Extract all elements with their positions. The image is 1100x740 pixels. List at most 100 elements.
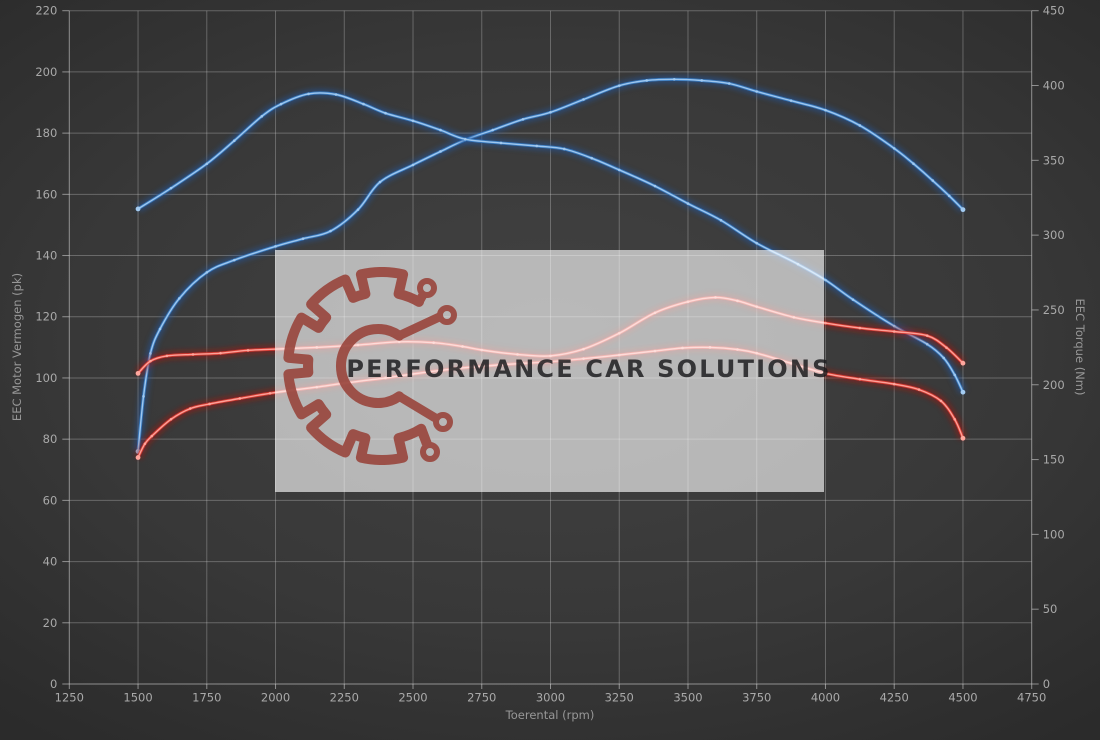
watermark-text: PERFORMANCE CAR SOLUTIONS xyxy=(346,355,831,383)
y-left-tick-label: 40 xyxy=(43,555,58,569)
circuit-node-icon xyxy=(437,305,457,325)
data-point xyxy=(824,321,827,325)
watermark: PERFORMANCE CAR SOLUTIONS xyxy=(275,250,831,492)
data-point xyxy=(960,435,966,441)
data-point xyxy=(238,397,242,400)
y-left-tick-label: 20 xyxy=(43,616,58,630)
data-point xyxy=(491,128,495,132)
data-point xyxy=(268,391,272,395)
data-point xyxy=(165,354,169,358)
data-point xyxy=(329,229,332,233)
x-tick-label: 2000 xyxy=(261,691,290,705)
circuit-node-icon xyxy=(417,278,437,298)
data-point xyxy=(411,119,415,123)
data-point xyxy=(931,179,935,182)
x-tick-label: 4250 xyxy=(880,691,909,705)
data-point xyxy=(307,92,310,96)
y-left-tick-label: 100 xyxy=(35,371,57,385)
y-left-tick-label: 200 xyxy=(35,65,57,79)
data-point xyxy=(700,79,704,82)
data-point xyxy=(439,128,442,132)
data-point xyxy=(892,324,896,328)
y-left-tick-label: 120 xyxy=(35,310,57,324)
y-left-tick-label: 140 xyxy=(35,249,57,263)
data-point xyxy=(858,326,862,330)
data-point xyxy=(150,434,154,438)
gear-outline-icon xyxy=(283,267,432,465)
data-point xyxy=(947,194,951,198)
data-point xyxy=(188,407,192,410)
data-point xyxy=(301,237,305,241)
data-point xyxy=(521,118,525,121)
y-right-tick-label: 200 xyxy=(1043,378,1065,392)
gear-inner-arc xyxy=(335,324,405,408)
y-right-tick-label: 0 xyxy=(1043,677,1050,691)
axes: Toerental (rpm) EEC Motor Vermogen (pk) … xyxy=(10,273,1087,722)
data-point xyxy=(384,111,387,115)
data-point xyxy=(719,219,723,222)
data-point xyxy=(824,108,827,112)
y-right-tick-label: 250 xyxy=(1043,303,1065,317)
power-blue-curve xyxy=(134,75,966,454)
data-point xyxy=(149,352,152,355)
data-point xyxy=(755,90,759,93)
data-point xyxy=(378,180,382,184)
y-right-tick-label: 350 xyxy=(1043,153,1065,167)
data-point xyxy=(191,353,195,356)
data-point xyxy=(535,144,539,148)
data-point xyxy=(499,141,503,145)
data-point xyxy=(824,278,827,282)
data-point xyxy=(158,327,162,331)
data-point xyxy=(260,115,264,118)
circuit-trace xyxy=(414,291,427,307)
data-point xyxy=(960,389,966,395)
pcs-gear-logo xyxy=(283,267,457,465)
data-point xyxy=(135,206,141,212)
data-point xyxy=(356,208,360,211)
data-point xyxy=(411,163,415,167)
data-point xyxy=(892,147,896,150)
data-point xyxy=(274,245,277,248)
data-point xyxy=(960,207,966,213)
data-point xyxy=(362,102,365,106)
data-point xyxy=(942,356,946,360)
torque-blue-curve xyxy=(135,88,967,395)
circuit-trace xyxy=(394,391,439,422)
data-point xyxy=(892,382,896,386)
x-tick-label: 2250 xyxy=(330,691,359,705)
data-point xyxy=(143,442,147,446)
data-point xyxy=(205,162,209,166)
x-tick-label: 3000 xyxy=(536,691,565,705)
data-point xyxy=(439,150,442,153)
x-tick-label: 3500 xyxy=(673,691,702,705)
data-point xyxy=(645,79,649,82)
x-axis-title: Toerental (rpm) xyxy=(505,708,595,722)
data-point xyxy=(727,82,731,85)
data-point xyxy=(945,346,948,349)
data-point xyxy=(939,399,943,403)
data-point xyxy=(892,330,896,333)
data-point xyxy=(246,349,250,352)
data-point xyxy=(925,342,929,346)
data-point xyxy=(208,402,211,406)
data-point xyxy=(582,98,585,101)
data-point xyxy=(912,162,915,166)
y-right-tick-label: 400 xyxy=(1043,79,1065,93)
data-point xyxy=(463,137,467,141)
y-right-tick-label: 50 xyxy=(1043,602,1058,616)
data-point xyxy=(279,102,283,106)
data-point xyxy=(562,147,566,151)
x-tick-label: 4000 xyxy=(811,691,840,705)
data-point xyxy=(617,84,621,87)
data-point xyxy=(953,373,957,377)
data-point xyxy=(953,417,957,421)
data-point xyxy=(858,377,862,381)
y-right-axis-title: EEC Torque (Nm) xyxy=(1073,299,1087,396)
data-point xyxy=(169,186,173,190)
x-tick-label: 1500 xyxy=(123,691,152,705)
data-point xyxy=(142,395,145,398)
data-point xyxy=(617,168,621,172)
data-point xyxy=(177,297,181,300)
